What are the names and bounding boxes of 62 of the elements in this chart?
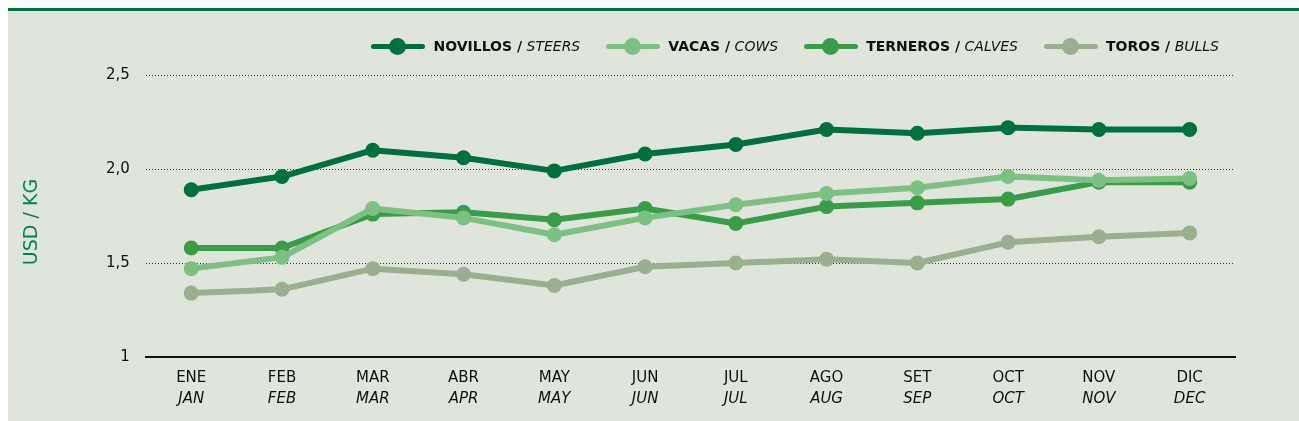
point	[365, 142, 381, 158]
legend-label: NOVILLOS / STEERS	[433, 38, 581, 54]
point	[637, 210, 653, 226]
point	[728, 137, 744, 153]
point	[546, 212, 562, 228]
point	[456, 266, 472, 282]
point	[819, 199, 835, 215]
point	[183, 261, 199, 277]
x-tick-label: OCT OCT	[992, 368, 1026, 408]
point	[909, 125, 925, 141]
point	[1000, 169, 1016, 185]
point	[1182, 122, 1198, 138]
point	[909, 255, 925, 271]
y-tick-label: 1,5	[106, 252, 130, 271]
point	[456, 210, 472, 226]
y-axis-title: USD / KG	[19, 178, 41, 266]
point	[546, 278, 562, 294]
legend-label: TERNEROS / CALVES	[866, 38, 1018, 54]
point	[1000, 234, 1016, 250]
point	[183, 285, 199, 301]
point	[274, 169, 290, 185]
point	[274, 281, 290, 297]
point	[183, 182, 199, 198]
y-tick-label: 2,5	[106, 64, 130, 83]
point	[1091, 229, 1107, 245]
x-tick-label: JUN JUN	[628, 368, 659, 408]
point	[365, 261, 381, 277]
point	[637, 146, 653, 162]
legend-label: VACAS / COWS	[668, 38, 779, 54]
point	[1091, 122, 1107, 138]
point	[456, 150, 472, 166]
point	[365, 200, 381, 216]
point	[728, 197, 744, 213]
x-tick-label: MAR MAR	[355, 368, 390, 408]
point	[819, 185, 835, 201]
x-tick-label: ABR APR	[447, 368, 480, 408]
point	[637, 259, 653, 275]
point	[1000, 120, 1016, 136]
x-tick-label: DIC DEC	[1173, 368, 1206, 408]
point	[819, 251, 835, 267]
legend-label: TOROS / BULLS	[1106, 38, 1219, 54]
x-tick-label: SET SEP	[903, 368, 933, 408]
x-tick-label: FEB FEB	[267, 368, 297, 408]
x-tick-label: MAY MAY	[538, 368, 573, 408]
x-tick-label: JUL JUL	[720, 368, 749, 408]
point	[728, 255, 744, 271]
point	[728, 216, 744, 232]
point	[183, 240, 199, 256]
point	[909, 195, 925, 211]
point	[546, 227, 562, 243]
x-tick-label: NOV NOV	[1082, 368, 1118, 408]
y-tick-label: 2,0	[106, 158, 130, 177]
point	[819, 122, 835, 138]
x-tick-label: ENE JAN	[175, 368, 207, 408]
point	[1182, 170, 1198, 186]
point	[909, 180, 925, 196]
point	[274, 249, 290, 265]
point	[1000, 191, 1016, 207]
x-tick-label: AGO AUG	[809, 368, 844, 408]
point	[1182, 225, 1198, 241]
point	[546, 163, 562, 179]
y-tick-label: 1	[120, 346, 130, 365]
